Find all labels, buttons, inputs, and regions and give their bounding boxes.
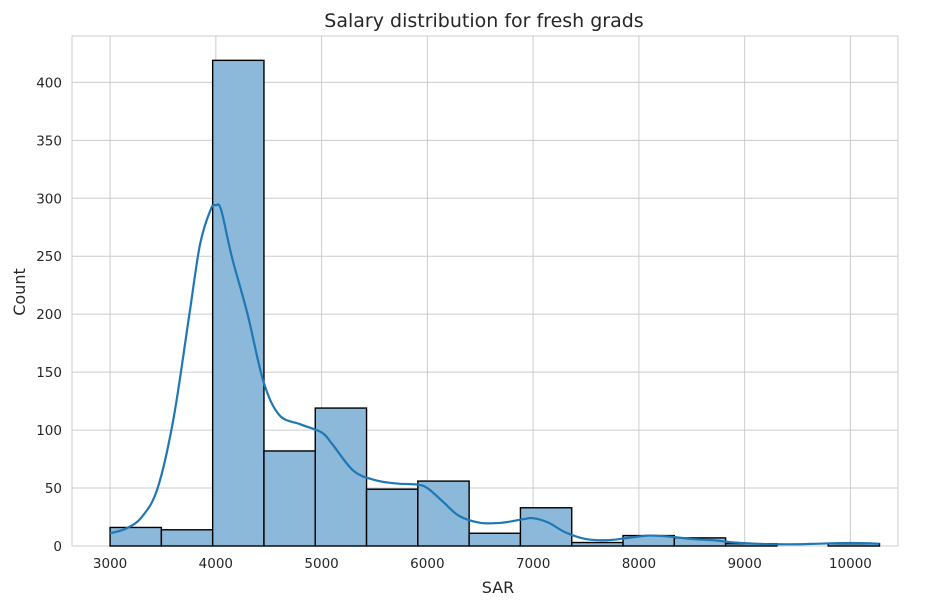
kde-line bbox=[109, 203, 880, 546]
x-tick-label: 10000 bbox=[829, 556, 872, 572]
histogram-bar bbox=[365, 488, 419, 547]
y-tick-label: 150 bbox=[36, 365, 62, 381]
x-tick-label: 8000 bbox=[622, 556, 656, 572]
histogram-bar bbox=[109, 526, 163, 547]
x-tick-label: 7000 bbox=[516, 556, 550, 572]
histogram-bar bbox=[314, 407, 368, 547]
x-axis-label: SAR bbox=[482, 578, 515, 597]
kde-layer bbox=[109, 203, 880, 546]
x-tick-labels: 3000 4000 5000 6000 7000 8000 9000 10000 bbox=[93, 556, 872, 572]
y-tick-label: 250 bbox=[36, 249, 62, 265]
histogram-bar bbox=[263, 450, 316, 547]
y-tick-label: 200 bbox=[36, 307, 62, 323]
y-tick-label: 400 bbox=[36, 75, 62, 91]
histogram-bars bbox=[109, 59, 881, 547]
x-tick-label: 5000 bbox=[304, 556, 338, 572]
y-tick-label: 100 bbox=[36, 423, 62, 439]
histogram-bar bbox=[571, 541, 624, 547]
plot-frame bbox=[71, 35, 899, 547]
x-tick-label: 3000 bbox=[93, 556, 127, 572]
histogram-bar bbox=[211, 59, 265, 547]
histogram-bar bbox=[468, 532, 522, 547]
y-tick-label: 0 bbox=[53, 539, 62, 555]
histogram-bar bbox=[160, 529, 214, 547]
y-tick-label: 300 bbox=[36, 191, 62, 207]
x-tick-label: 9000 bbox=[727, 556, 761, 572]
y-tick-label: 50 bbox=[45, 481, 62, 497]
histogram-bar bbox=[519, 507, 573, 547]
y-tick-label: 350 bbox=[36, 133, 62, 149]
x-tick-label: 6000 bbox=[410, 556, 444, 572]
gridlines bbox=[72, 36, 898, 547]
histogram-bar bbox=[417, 480, 470, 547]
x-tick-label: 4000 bbox=[199, 556, 233, 572]
y-tick-labels: 0 50 100 150 200 250 300 350 400 bbox=[36, 75, 62, 555]
chart-title: Salary distribution for fresh grads bbox=[324, 10, 643, 32]
y-axis-label: Count bbox=[10, 268, 29, 316]
